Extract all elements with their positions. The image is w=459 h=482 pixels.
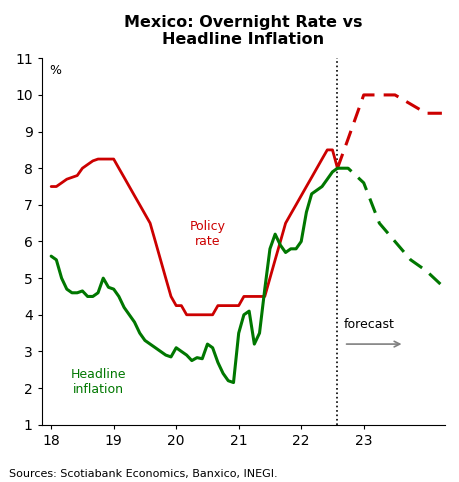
Text: Policy
rate: Policy rate — [189, 219, 225, 247]
Text: %: % — [49, 64, 61, 77]
Text: Sources: Scotiabank Economics, Banxico, INEGI.: Sources: Scotiabank Economics, Banxico, … — [9, 469, 277, 479]
Title: Mexico: Overnight Rate vs
Headline Inflation: Mexico: Overnight Rate vs Headline Infla… — [124, 15, 362, 47]
Text: Headline
inflation: Headline inflation — [70, 368, 125, 396]
Text: forecast: forecast — [343, 318, 394, 331]
